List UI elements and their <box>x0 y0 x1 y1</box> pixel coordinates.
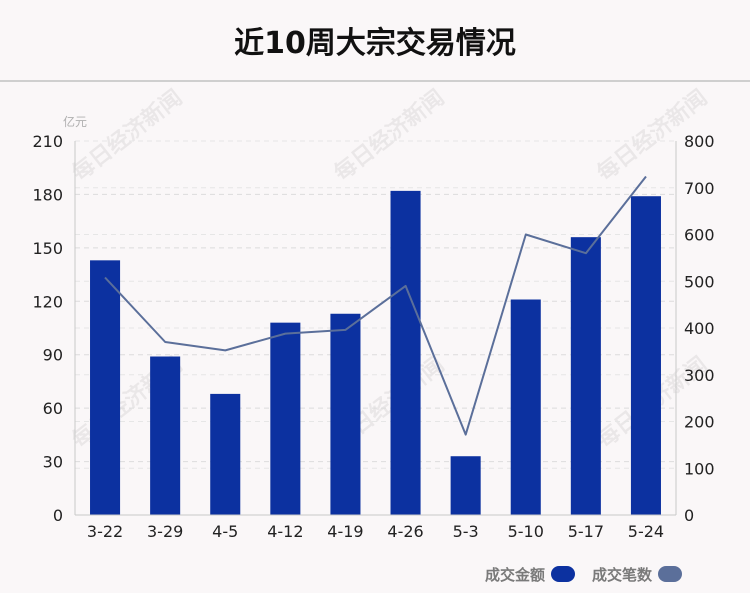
y-tick-label-left: 180 <box>32 185 63 204</box>
bar <box>510 299 541 515</box>
y-tick-label-left: 30 <box>43 453 63 472</box>
y-tick-label-right: 100 <box>684 459 715 478</box>
legend-amount-label: 成交金额 <box>485 565 546 584</box>
bar <box>150 356 181 515</box>
y-tick-label-right: 200 <box>684 413 715 432</box>
bar <box>210 393 241 515</box>
bar <box>390 190 421 515</box>
x-tick-label: 4-26 <box>387 522 423 541</box>
y-tick-label-left: 150 <box>32 239 63 258</box>
y-tick-label-left: 120 <box>32 292 63 311</box>
y-tick-label-right: 500 <box>684 272 715 291</box>
x-tick-label: 5-10 <box>508 522 544 541</box>
legend-count: 成交笔数 <box>592 564 683 584</box>
y-tick-label-left: 0 <box>53 506 63 525</box>
bar <box>630 196 661 515</box>
chart-title: 近10周大宗交易情况 <box>234 26 516 61</box>
y-tick-label-right: 400 <box>684 319 715 338</box>
x-tick-label: 4-19 <box>327 522 363 541</box>
bar <box>90 260 121 515</box>
y-tick-label-right: 300 <box>684 366 715 385</box>
series-line <box>104 175 647 436</box>
x-tick-label: 3-22 <box>87 522 123 541</box>
legend-amount: 成交金额 <box>485 564 576 584</box>
y-axis-unit-label: 亿元 <box>63 114 87 129</box>
x-tick-label: 3-29 <box>147 522 183 541</box>
x-tick-label: 5-3 <box>453 522 479 541</box>
legend-count-label: 成交笔数 <box>592 565 653 584</box>
y-tick-label-left: 60 <box>43 399 63 418</box>
bar <box>450 456 481 515</box>
bar <box>330 313 361 515</box>
legend-amount-swatch <box>551 566 576 582</box>
title-divider <box>0 80 750 82</box>
y-tick-label-right: 800 <box>684 132 715 151</box>
bar <box>270 322 301 515</box>
y-tick-label-right: 600 <box>684 226 715 245</box>
x-tick-label: 5-17 <box>568 522 604 541</box>
x-tick-label: 4-5 <box>212 522 238 541</box>
y-tick-label-right: 700 <box>684 179 715 198</box>
y-tick-label-right: 0 <box>684 506 694 525</box>
x-tick-label: 5-24 <box>628 522 664 541</box>
bar <box>570 237 601 515</box>
y-tick-label-left: 90 <box>43 346 63 365</box>
legend-count-swatch <box>658 566 683 582</box>
x-tick-label: 4-12 <box>267 522 303 541</box>
y-tick-label-left: 210 <box>32 132 63 151</box>
